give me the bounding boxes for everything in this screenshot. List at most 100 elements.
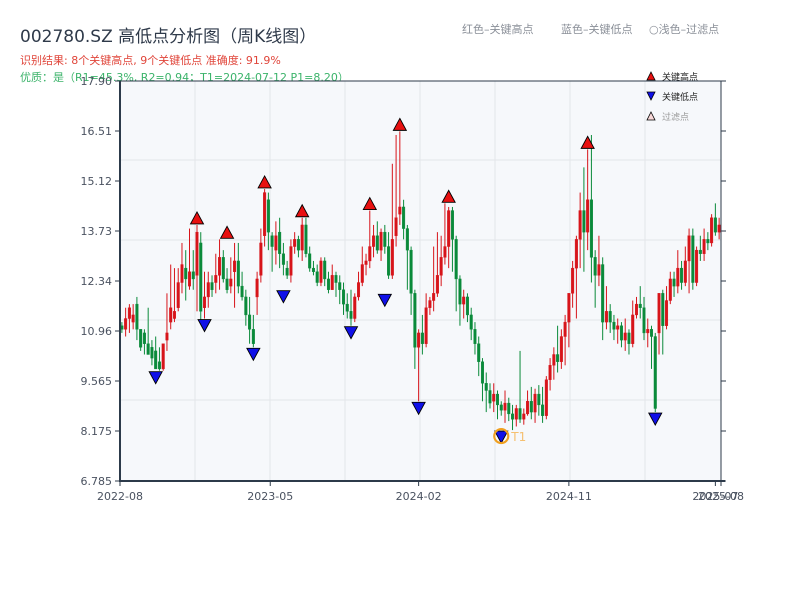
candle-body xyxy=(420,332,424,344)
candle-body xyxy=(477,343,481,362)
chart-title: 002780.SZ 高低点分析图（周K线图） xyxy=(20,27,317,47)
key-high-marker xyxy=(219,225,235,239)
candle-body xyxy=(616,325,620,330)
axes: 17.90 16.51 15.12 13.73 12.34 10.96 9.565 8.175… xyxy=(81,75,744,503)
candle-body xyxy=(529,401,533,413)
candle-body xyxy=(236,260,240,287)
key-low-marker xyxy=(197,319,212,333)
candle-body xyxy=(706,239,710,244)
candle-body xyxy=(578,210,582,240)
key-point-markers: T1 xyxy=(148,117,663,445)
candle-body xyxy=(447,210,451,247)
candle-body xyxy=(507,402,511,415)
candle-body xyxy=(702,239,706,254)
candle-body xyxy=(428,300,432,308)
candle-body xyxy=(266,199,270,233)
candle-body xyxy=(443,246,447,258)
candle-body xyxy=(360,264,364,283)
candle-body xyxy=(661,293,665,326)
candle-body xyxy=(289,246,293,276)
candle-body xyxy=(142,332,146,344)
key-low-marker xyxy=(648,412,663,427)
candle-body xyxy=(409,249,413,294)
y-tick-label: 13.73 xyxy=(81,225,113,238)
candle-body xyxy=(221,257,225,280)
candle-body xyxy=(544,379,548,416)
candle-body xyxy=(601,264,605,323)
candle-body xyxy=(375,235,379,251)
candle-body xyxy=(518,408,522,420)
y-tick-label: 15.12 xyxy=(81,175,113,188)
candle-body xyxy=(484,383,488,391)
result-summary: 识别结果: 8个关键高点, 9个关键低点 准确度: 91.9% xyxy=(20,54,281,67)
candle-body xyxy=(465,296,469,316)
candle-body xyxy=(225,278,229,290)
candle-body xyxy=(184,267,188,280)
candle-body xyxy=(338,282,342,290)
candle-body xyxy=(139,329,143,348)
candle-body xyxy=(285,267,289,276)
candle-body xyxy=(315,271,319,283)
candle-body xyxy=(462,296,466,305)
candle-body xyxy=(176,282,180,308)
candle-body xyxy=(492,393,496,402)
key-high-marker xyxy=(362,196,378,211)
candle-body xyxy=(608,311,612,323)
candle-body xyxy=(593,257,597,276)
candle-body xyxy=(533,393,537,413)
candle-body xyxy=(206,282,210,298)
candle-body xyxy=(559,336,563,362)
candle-body xyxy=(124,318,128,330)
candle-body xyxy=(311,267,315,272)
legend-item-high: 关键高点 xyxy=(646,66,698,86)
plot-legend: 关键高点 关键低点 过滤点 xyxy=(646,66,698,126)
candle-body xyxy=(665,300,669,326)
candle-body xyxy=(240,285,244,298)
y-tick-label: 6.785 xyxy=(81,475,113,488)
candle-body xyxy=(695,249,699,283)
candle-body xyxy=(657,293,661,334)
candle-body xyxy=(259,242,263,276)
x-tick-label: 2025-07 xyxy=(692,490,738,503)
candle-body xyxy=(586,199,590,233)
candle-body xyxy=(364,260,368,265)
candle-body xyxy=(383,231,387,247)
candle-body xyxy=(582,210,586,233)
legend-label: 关键低点 xyxy=(662,92,699,103)
candle-body xyxy=(710,217,714,244)
candle-body xyxy=(248,314,252,330)
candle-body xyxy=(157,361,161,370)
t1-circle-marker xyxy=(493,427,510,445)
legend-label: 关键高点 xyxy=(662,72,699,83)
candle-body xyxy=(552,354,556,366)
candle-body xyxy=(683,260,687,283)
candle-body xyxy=(488,390,492,404)
candle-body xyxy=(638,303,642,308)
t1-label: T1 xyxy=(510,430,526,444)
candle-body xyxy=(233,260,237,272)
candle-body xyxy=(345,303,349,312)
candle-body xyxy=(203,296,207,308)
candle-body xyxy=(379,231,383,251)
candle-body xyxy=(480,361,484,384)
candle-body xyxy=(650,329,654,337)
candle-body xyxy=(251,329,255,344)
candle-body xyxy=(323,260,327,280)
key-low-marker xyxy=(246,347,261,362)
key-low-marker xyxy=(377,293,393,308)
candle-body xyxy=(589,199,593,258)
triangle-up-hollow-icon xyxy=(646,111,656,121)
candle-body xyxy=(567,293,571,323)
candle-body xyxy=(413,293,417,348)
key-low-marker xyxy=(276,290,291,304)
candle-body xyxy=(326,278,330,290)
key-high-marker xyxy=(392,117,408,131)
key-low-marker xyxy=(343,326,359,340)
y-tick-label: 12.34 xyxy=(81,275,113,288)
candle-body xyxy=(293,239,297,247)
candle-body xyxy=(503,402,507,411)
candle-body xyxy=(676,267,680,287)
candle-body xyxy=(634,303,638,316)
candle-body xyxy=(439,257,443,276)
legend-light-label: ○浅色–过滤点 xyxy=(649,23,720,36)
